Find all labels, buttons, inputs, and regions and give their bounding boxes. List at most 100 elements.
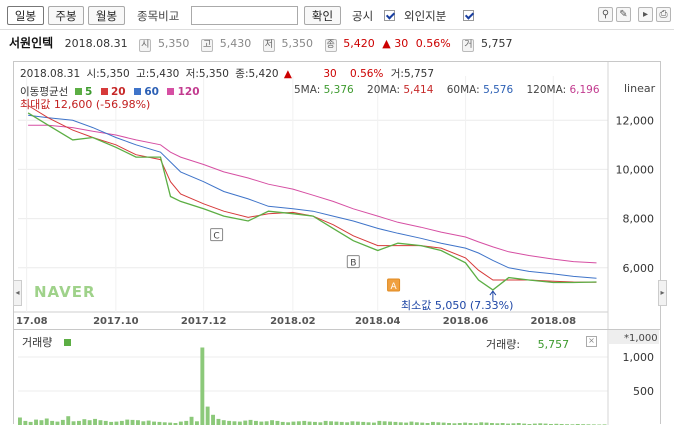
- volume-readout: 거래량: 5,757: [486, 336, 569, 352]
- y-tick-label: 8,000: [623, 213, 655, 226]
- ma20-swatch: [101, 88, 108, 95]
- tab-weekly[interactable]: 주봉: [48, 6, 84, 25]
- marker-a: A: [390, 282, 397, 292]
- volume-bar: [99, 420, 103, 425]
- legend-line: 2018.08.31 시:5,350 고:5,430 저:5,350 종:5,4…: [20, 66, 434, 81]
- compare-input[interactable]: [191, 6, 298, 25]
- volume-swatch: [64, 339, 71, 346]
- legend-arrow: ▲: [284, 68, 292, 80]
- volume-bar: [115, 422, 119, 425]
- ma60-swatch: [134, 88, 141, 95]
- ma20-value: 5,414: [403, 84, 433, 96]
- ma20-line: [28, 106, 596, 283]
- volume-bar: [211, 415, 215, 425]
- close-icon[interactable]: ×: [586, 336, 597, 347]
- volume-bar: [195, 421, 199, 425]
- ma-legend-title: 이동평균선: [20, 86, 68, 98]
- print-icon[interactable]: ⎙: [656, 7, 671, 22]
- y-tick-label: 10,000: [616, 163, 655, 176]
- naver-watermark: NAVER: [34, 283, 96, 301]
- volume-bar: [88, 420, 92, 425]
- volume-bar: [377, 421, 381, 425]
- volume-bar: [276, 421, 280, 425]
- ma5-value: 5,376: [324, 84, 354, 96]
- volume-bar: [233, 421, 237, 425]
- stock-info-bar: 서원인텍 2018.08.31 시 5,350 고 5,430 저 5,350 …: [9, 33, 512, 53]
- marker-b: B: [350, 259, 356, 269]
- volume-bar: [40, 420, 44, 425]
- volume-bar: [329, 421, 333, 425]
- legend-open: 시:5,350: [86, 68, 129, 80]
- scale-label: linear: [624, 82, 656, 95]
- ma120-swatch: [167, 88, 174, 95]
- foreign-checkbox[interactable]: [463, 10, 474, 21]
- volume-readout-value: 5,757: [538, 338, 570, 351]
- ma-legend: 이동평균선 5 20 60 120: [20, 84, 200, 99]
- volume-bar: [356, 422, 360, 425]
- scroll-left-arrow[interactable]: ◂: [13, 280, 22, 306]
- stock-date: 2018.08.31: [65, 37, 128, 50]
- x-tick-label: 2018.08: [531, 316, 577, 327]
- open-tag: 시: [139, 39, 151, 52]
- ma120-value-label: 120MA:: [526, 84, 566, 96]
- x-tick-label: 17.08: [16, 316, 48, 327]
- min-annotation: 최소값 5,050 (7.33%): [401, 299, 513, 312]
- x-tick-label: 2018.06: [443, 316, 489, 327]
- close-value: 5,420: [343, 37, 375, 50]
- ma120-label: 120: [178, 86, 200, 98]
- volume-bar: [249, 420, 253, 425]
- tab-daily[interactable]: 일봉: [7, 6, 44, 25]
- volume-bar: [141, 421, 145, 425]
- high-tag: 고: [201, 39, 213, 52]
- volume-bar: [152, 422, 156, 425]
- volume-bar: [72, 421, 76, 425]
- volume-bar: [77, 421, 81, 425]
- cursor-icon[interactable]: ▸: [638, 7, 653, 22]
- notice-label: 공시: [352, 8, 373, 24]
- legend-volume: 거:5,757: [391, 68, 434, 80]
- x-tick-label: 2018.02: [270, 316, 316, 327]
- marker-c: C: [213, 232, 219, 242]
- legend-date: 2018.08.31: [20, 68, 80, 80]
- volume-bar: [292, 422, 296, 425]
- toolbar-divider: [0, 29, 674, 30]
- scroll-right-arrow[interactable]: ▸: [658, 280, 667, 306]
- confirm-button[interactable]: 확인: [304, 6, 341, 25]
- high-value: 5,430: [220, 37, 252, 50]
- notice-checkbox[interactable]: [384, 10, 395, 21]
- x-tick-label: 2017.12: [181, 316, 227, 327]
- tab-monthly[interactable]: 월봉: [88, 6, 125, 25]
- volume-bar: [335, 422, 339, 425]
- legend-low: 저:5,350: [186, 68, 229, 80]
- x-tick-label: 2018.04: [355, 316, 401, 327]
- magnifier-icon[interactable]: ⚲: [598, 7, 613, 22]
- pencil-icon[interactable]: ✎: [616, 7, 631, 22]
- volume-bar: [147, 421, 151, 425]
- volume-bar: [324, 421, 328, 425]
- volume-bar: [104, 421, 108, 425]
- volume-bar: [93, 419, 97, 425]
- x-tick-label: 2017.10: [93, 316, 139, 327]
- volume-readout-label: 거래량:: [486, 338, 520, 351]
- volume-title: 거래량: [22, 334, 71, 350]
- volume-bar: [351, 421, 355, 425]
- change-value: ▲ 30: [382, 37, 408, 50]
- volume-bar: [302, 421, 306, 425]
- volume-bar: [254, 421, 258, 425]
- max-annotation: 최대값 12,600 (-56.98%): [20, 98, 150, 111]
- price-xticks: 17.08 2017.10 2017.12 2018.02 2018.04 2018.06…: [16, 316, 576, 327]
- close-tag: 종: [325, 39, 337, 52]
- volume-bar: [388, 422, 392, 425]
- change-pct: 0.56%: [416, 37, 451, 50]
- ma20-label: 20: [111, 86, 126, 98]
- y-tick-label: 6,000: [623, 262, 655, 275]
- volume-bar: [56, 422, 60, 425]
- open-value: 5,350: [158, 37, 190, 50]
- foreign-label: 외인지분: [404, 8, 446, 24]
- volume-y-tick-label: 500: [633, 385, 654, 398]
- low-value: 5,350: [282, 37, 314, 50]
- volume-bar: [270, 420, 274, 425]
- legend-close: 종:5,420: [235, 68, 278, 80]
